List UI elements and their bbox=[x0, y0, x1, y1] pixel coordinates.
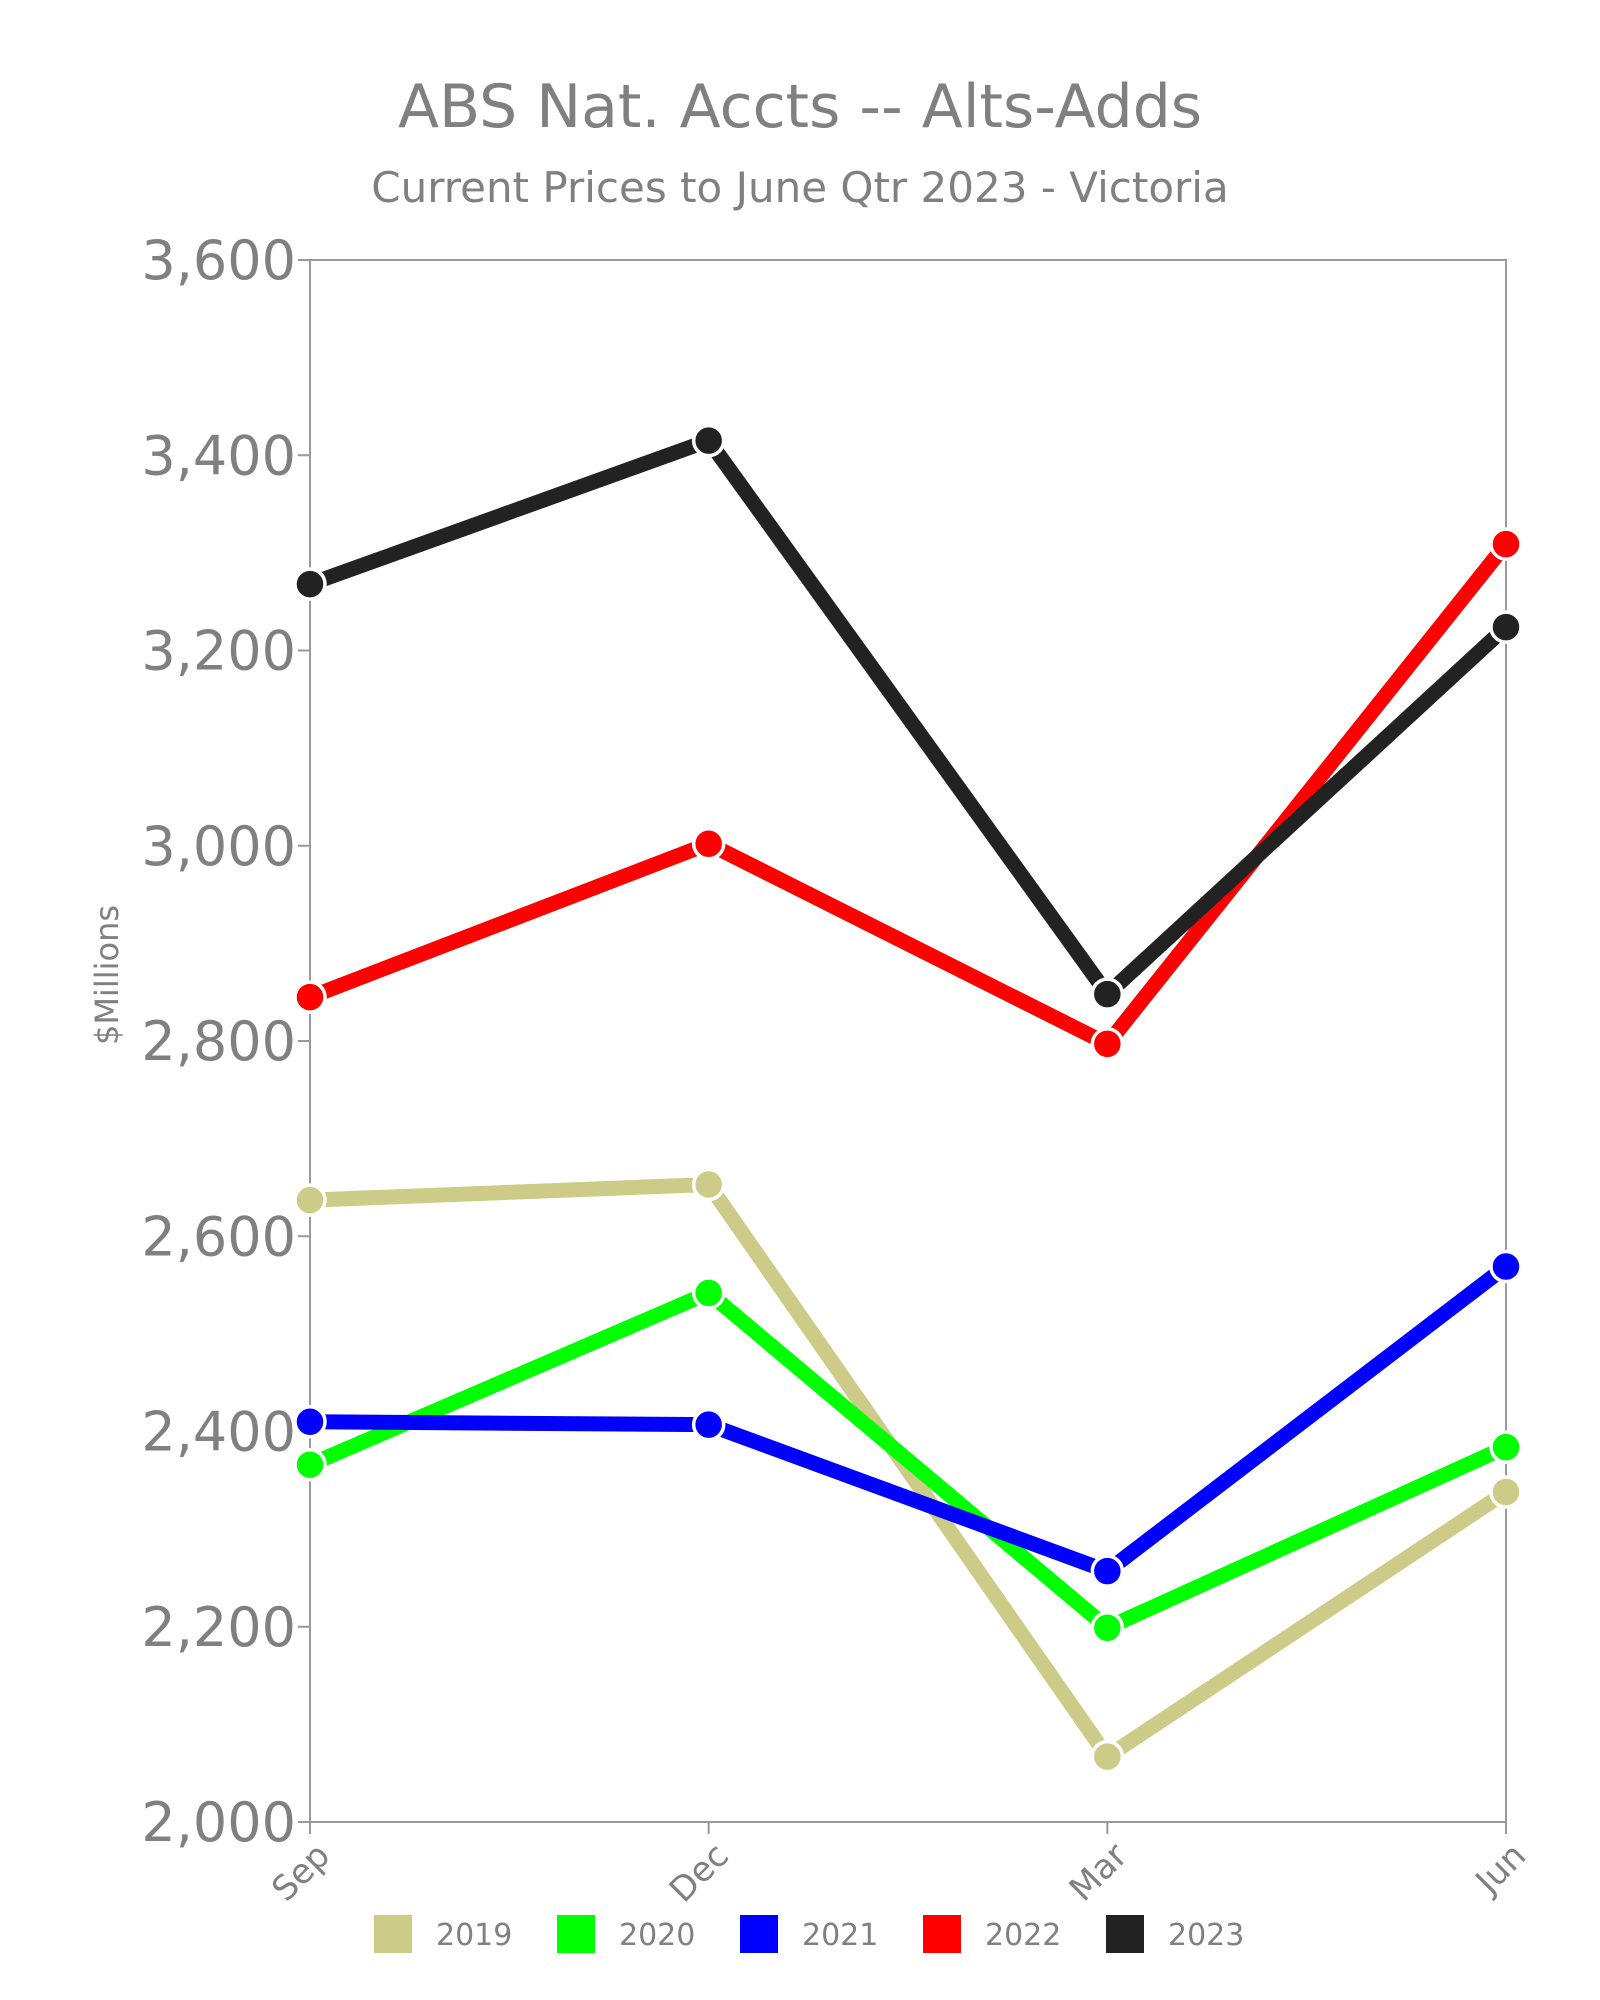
x-tick-label: Mar bbox=[1062, 1836, 1136, 1910]
legend-label-2019: 2019 bbox=[436, 1918, 512, 1953]
legend-swatch-2019 bbox=[374, 1915, 412, 1953]
legend-label-2021: 2021 bbox=[802, 1918, 878, 1953]
series-markers bbox=[293, 423, 1523, 1774]
y-axis-label: $Millions bbox=[88, 905, 126, 1045]
data-point-2020 bbox=[691, 1276, 726, 1310]
y-tick-label: 3,400 bbox=[141, 424, 296, 487]
series-line-2022 bbox=[307, 539, 1512, 1054]
data-point-2022 bbox=[1489, 527, 1523, 561]
series-lines bbox=[307, 431, 1512, 1767]
y-tick-label: 2,000 bbox=[141, 1791, 296, 1854]
plot-area bbox=[309, 259, 1507, 1823]
data-point-2022 bbox=[691, 827, 726, 861]
y-tick-label: 3,600 bbox=[141, 229, 296, 292]
data-point-2019 bbox=[293, 1183, 327, 1217]
chart-subtitle: Current Prices to June Qtr 2023 - Victor… bbox=[371, 163, 1229, 212]
x-tick-label: Dec bbox=[662, 1836, 737, 1911]
data-point-2022 bbox=[293, 980, 327, 1014]
data-point-2023 bbox=[1489, 610, 1523, 644]
data-point-2021 bbox=[691, 1407, 726, 1442]
data-point-2021 bbox=[293, 1404, 327, 1439]
y-tick-label: 2,200 bbox=[141, 1596, 296, 1659]
series-line-2020 bbox=[307, 1284, 1510, 1637]
legend-label-2023: 2023 bbox=[1168, 1918, 1244, 1953]
legend-label-2022: 2022 bbox=[985, 1918, 1061, 1953]
series-line-2019 bbox=[309, 1176, 1511, 1767]
chart-title: ABS Nat. Accts -- Alts-Adds bbox=[397, 72, 1203, 142]
data-point-2022 bbox=[1090, 1027, 1125, 1061]
data-point-2023 bbox=[1090, 977, 1125, 1011]
legend-label-2020: 2020 bbox=[619, 1918, 695, 1953]
data-point-2023 bbox=[691, 423, 726, 458]
legend-swatch-2022 bbox=[923, 1915, 961, 1953]
data-point-2019 bbox=[1489, 1475, 1523, 1509]
legend-swatch-2020 bbox=[557, 1915, 595, 1953]
series-line-2021 bbox=[309, 1260, 1511, 1580]
legend: 2019 2020 2021 2022 2023 bbox=[374, 1915, 1244, 1953]
y-tick-label: 2,400 bbox=[141, 1401, 296, 1464]
x-tick-label: Jun bbox=[1467, 1836, 1534, 1903]
axes: 2,000 2,200 2,400 2,600 2,800 3,000 3,200 3,400… bbox=[141, 229, 1534, 1911]
data-point-2020 bbox=[1489, 1430, 1523, 1464]
series-line-2023 bbox=[307, 431, 1512, 1006]
data-point-2019 bbox=[1090, 1739, 1125, 1774]
y-tick-label: 3,200 bbox=[141, 620, 296, 683]
data-point-2020 bbox=[1090, 1610, 1125, 1645]
y-tick-label: 2,800 bbox=[141, 1010, 296, 1073]
legend-swatch-2023 bbox=[1106, 1915, 1144, 1953]
data-point-2021 bbox=[1090, 1554, 1125, 1588]
data-point-2020 bbox=[293, 1447, 327, 1482]
data-point-2021 bbox=[1489, 1249, 1523, 1284]
y-tick-label: 3,000 bbox=[141, 815, 296, 878]
data-point-2019 bbox=[691, 1167, 726, 1202]
data-point-2023 bbox=[293, 567, 327, 601]
legend-swatch-2021 bbox=[740, 1915, 778, 1953]
y-tick-label: 2,600 bbox=[141, 1205, 296, 1268]
